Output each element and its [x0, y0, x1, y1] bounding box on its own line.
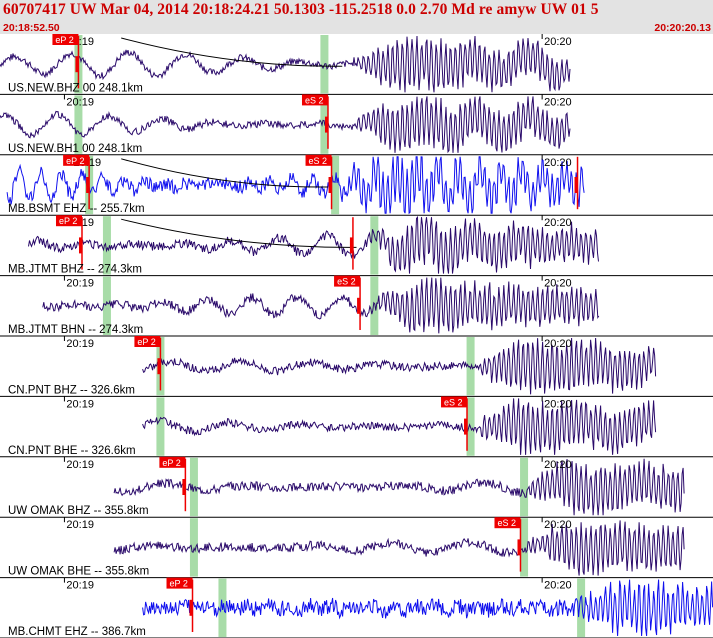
time-tick-label: 20:20 [544, 459, 572, 471]
channel-label: MB.BSMT EHZ -- 255.7km [8, 203, 145, 215]
phase-pick-box[interactable] [441, 396, 468, 408]
time-tick-label: 20:20 [544, 580, 572, 592]
waveform-trace [113, 520, 685, 576]
analysis-window [466, 337, 475, 396]
waveform-trace [0, 96, 571, 154]
time-tick-label: 20:19 [66, 519, 94, 531]
analysis-window [520, 518, 529, 577]
time-tick-label: 20:20 [544, 338, 572, 350]
phase-pick-label: eS 2 [497, 518, 516, 528]
phase-pick-marker[interactable] [78, 237, 82, 254]
time-tick-label: 20:19 [66, 338, 94, 350]
waveform-trace [0, 35, 571, 93]
fit-curve [121, 158, 328, 188]
time-tick-label: 20:20 [544, 278, 572, 290]
phase-pick-box[interactable] [134, 336, 161, 347]
phase-pick-label: eS 2 [444, 397, 463, 407]
channel-label: MB.CHMT EHZ -- 386.7km [8, 626, 146, 638]
phase-pick-label: eP 2 [59, 216, 77, 226]
time-tick-label: 20:20 [544, 96, 572, 108]
phase-pick-marker[interactable] [328, 177, 332, 193]
time-tick-label: 20:19 [66, 278, 94, 290]
time-tick-label: 20:20 [544, 36, 572, 48]
waveform-trace [113, 458, 685, 516]
phase-pick-label: eS 2 [309, 156, 328, 166]
phase-pick-label: eP 2 [55, 35, 73, 45]
phase-pick-label: eP 2 [170, 579, 188, 589]
channel-label: MB.JTMT BHZ -- 274.3km [8, 264, 142, 276]
time-tick-label: 20:19 [66, 398, 94, 410]
seismogram-panel[interactable]: 20:19 20:20 eP 2 US.NEW.BHZ 00 248.1km 20:19… [0, 34, 713, 638]
analysis-window [370, 276, 379, 335]
phase-pick-marker[interactable] [75, 56, 79, 73]
phase-pick-marker[interactable] [86, 177, 90, 193]
channel-label: US.NEW.BH1 00 248.1km [8, 143, 142, 155]
channel-label: CN.PNT BHZ -- 326.6km [8, 384, 135, 396]
phase-pick-box[interactable] [159, 456, 186, 468]
channel-label: UW OMAK BHE -- 355.8km [8, 566, 149, 578]
fit-curve [121, 218, 357, 248]
phase-pick-label: eP 2 [137, 337, 155, 347]
phase-pick-label: eP 2 [162, 458, 180, 468]
waveform-trace [142, 398, 657, 455]
analysis-window [102, 276, 111, 335]
time-tick-label: 20:20 [544, 398, 572, 410]
time-tick-label: 20:20 [544, 157, 572, 169]
phase-pick-label: eS 2 [337, 277, 356, 287]
phase-pick-label: eP 2 [66, 156, 84, 166]
phase-pick-marker[interactable] [182, 479, 186, 495]
time-tick-label: 20:19 [66, 459, 94, 471]
phase-pick-box[interactable] [334, 275, 361, 287]
phase-pick-marker[interactable] [189, 599, 193, 616]
event-title: 60707417 UW Mar 04, 2014 20:18:24.21 50.… [3, 1, 599, 18]
phase-pick-marker[interactable] [349, 237, 353, 254]
time-tick-label: 20:20 [544, 217, 572, 229]
channel-label: CN.PNT BHE -- 326.6km [8, 445, 136, 457]
channel-label: UW OMAK BHZ -- 355.8km [8, 505, 149, 517]
analysis-window [577, 578, 586, 637]
waveform-trace [142, 579, 713, 637]
phase-pick-box[interactable] [166, 577, 193, 589]
phase-pick-marker[interactable] [517, 539, 521, 556]
phase-pick-box[interactable] [494, 517, 521, 529]
time-tick-label: 20:19 [66, 580, 94, 592]
phase-pick-marker[interactable] [324, 116, 328, 133]
phase-pick-box[interactable] [52, 34, 79, 45]
analysis-window [156, 397, 165, 456]
phase-pick-marker[interactable] [574, 177, 578, 193]
waveform-trace [142, 337, 657, 395]
time-tick-label: 20:19 [66, 96, 94, 108]
phase-pick-box[interactable] [55, 215, 82, 227]
phase-pick-marker[interactable] [157, 358, 161, 375]
analysis-window [370, 216, 379, 275]
waveform-trace [6, 156, 585, 215]
phase-pick-box[interactable] [305, 154, 332, 166]
channel-label: MB.JTMT BHN -- 274.3km [8, 324, 143, 336]
time-tick-label: 20:20 [544, 519, 572, 531]
header-bar: 60707417 UW Mar 04, 2014 20:18:24.21 50.… [0, 0, 713, 34]
analysis-window [74, 95, 83, 154]
window-end-time: 20:20:20.13 [654, 22, 711, 34]
fit-curve [121, 37, 343, 67]
window-start-time: 20:18:52.50 [3, 22, 60, 34]
phase-pick-box[interactable] [63, 154, 90, 166]
analysis-window [331, 155, 340, 215]
phase-pick-marker[interactable] [464, 418, 468, 435]
phase-pick-label: eS 2 [305, 95, 324, 105]
analysis-window [102, 216, 111, 275]
phase-pick-box[interactable] [301, 94, 328, 106]
analysis-window [520, 457, 529, 517]
waveform-trace [42, 277, 600, 334]
channel-label: US.NEW.BHZ 00 248.1km [8, 82, 143, 94]
phase-pick-marker[interactable] [357, 297, 361, 314]
